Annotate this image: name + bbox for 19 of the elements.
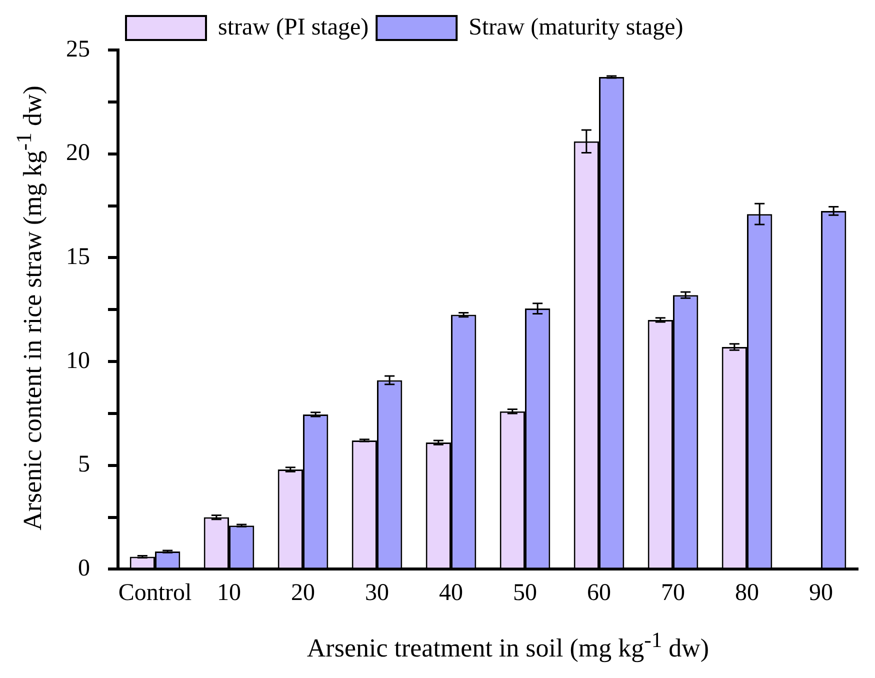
y-tick-label: 5 [78, 452, 90, 478]
y-tick-label: 25 [66, 36, 90, 62]
y-tick-label: 10 [66, 348, 90, 374]
y-tick-label: 15 [66, 244, 90, 270]
x-tick-label: 10 [217, 580, 241, 606]
x-tick-label: 60 [587, 580, 611, 606]
legend-label: straw (PI stage) [218, 14, 369, 40]
x-tick-label: 30 [365, 580, 389, 606]
x-tick-label: Control [118, 580, 192, 606]
legend-label: Straw (maturity stage) [468, 14, 684, 40]
y-tick-label: 0 [78, 555, 90, 582]
x-axis-title: Arsenic treatment in soil (mg kg$^{-1}$ dw) [306, 628, 710, 664]
x-tick-label: 20 [291, 580, 315, 606]
x-tick-label: 90 [809, 580, 833, 606]
x-tick-label: 50 [513, 580, 537, 606]
x-tick-label: 40 [439, 580, 463, 606]
x-tick-label: 70 [661, 580, 685, 606]
y-tick-label: 20 [66, 140, 90, 166]
x-tick-label: 80 [735, 580, 759, 606]
